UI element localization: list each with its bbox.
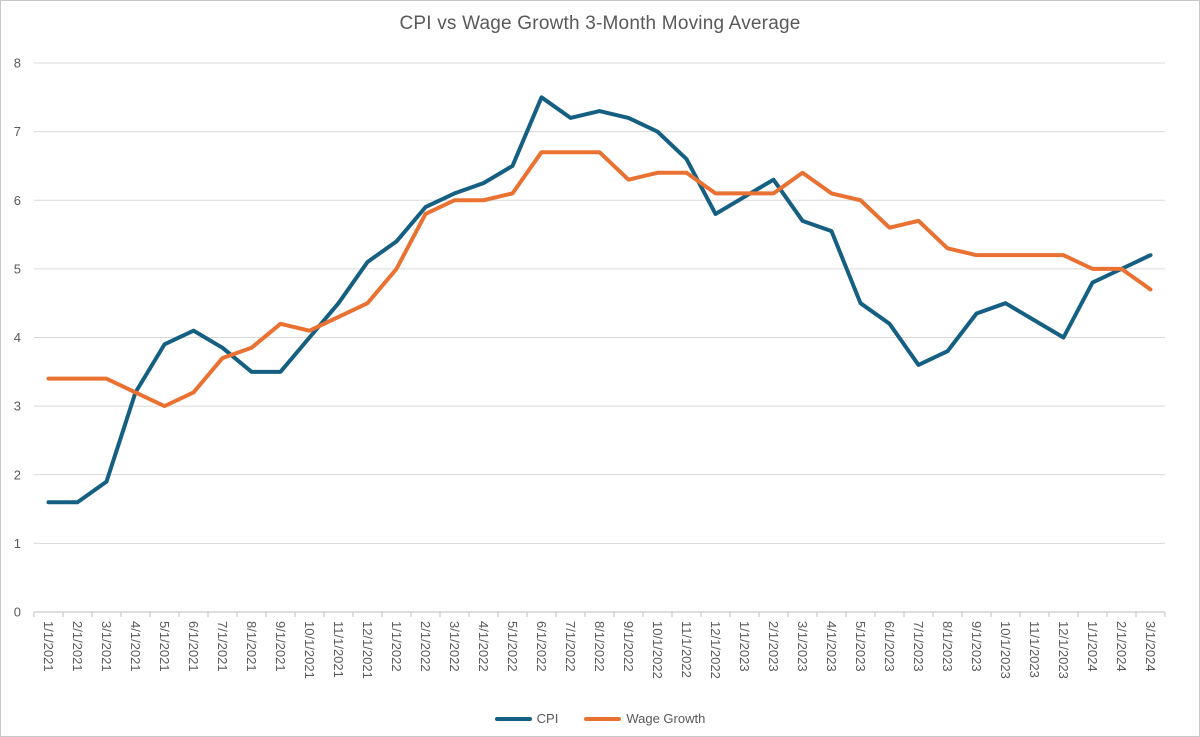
x-tick-label: 5/1/2022 xyxy=(505,621,520,672)
y-tick-label: 5 xyxy=(14,261,21,276)
chart-legend: CPI Wage Growth xyxy=(1,711,1199,726)
y-tick-label: 8 xyxy=(14,56,21,71)
y-tick-label: 1 xyxy=(14,536,21,551)
y-tick-label: 7 xyxy=(14,124,21,139)
cpi-line xyxy=(46,95,1153,505)
legend-label: CPI xyxy=(536,711,559,726)
wage-growth-line xyxy=(46,150,1153,409)
x-tick-label: 9/1/2021 xyxy=(273,621,288,672)
x-tick-label: 7/1/2022 xyxy=(563,621,578,672)
x-tick-label: 3/1/2023 xyxy=(795,621,810,672)
y-tick-label: 4 xyxy=(14,330,21,345)
chart-canvas: 0 1 2 3 4 5 6 7 8 1/1/2021 2/1/2021 3/1/2021 4/1/202… xyxy=(14,56,1166,679)
x-tick-label: 12/1/2021 xyxy=(360,621,375,679)
x-tick-label: 10/1/2021 xyxy=(302,621,317,679)
x-tick-label: 6/1/2021 xyxy=(186,621,201,672)
x-tick-label: 4/1/2022 xyxy=(476,621,491,672)
x-tick-label: 8/1/2023 xyxy=(940,621,955,672)
x-tick-label: 2/1/2022 xyxy=(418,621,433,672)
legend-label: Wage Growth xyxy=(626,711,706,726)
x-tick-label: 12/1/2022 xyxy=(708,621,723,679)
x-tick-label: 10/1/2022 xyxy=(650,621,665,679)
x-tick-label: 8/1/2021 xyxy=(244,621,259,672)
legend-swatch xyxy=(494,716,532,721)
x-tick-label: 1/1/2024 xyxy=(1085,621,1100,672)
x-tick-label: 3/1/2022 xyxy=(447,621,462,672)
legend-item-cpi: CPI xyxy=(494,711,559,726)
y-tick-label: 3 xyxy=(14,399,21,414)
x-tick-label: 7/1/2021 xyxy=(215,621,230,672)
x-tick-label: 1/1/2021 xyxy=(41,621,56,672)
y-tick-label: 2 xyxy=(14,467,21,482)
y-tick-label: 0 xyxy=(14,605,21,620)
x-tick-label: 11/1/2023 xyxy=(1027,621,1042,678)
x-tick-label: 11/1/2022 xyxy=(679,621,694,678)
x-tick-label: 11/1/2021 xyxy=(331,621,346,678)
x-tick-label: 5/1/2021 xyxy=(157,621,172,672)
x-tick-label: 1/1/2022 xyxy=(389,621,404,672)
x-tick-label: 4/1/2021 xyxy=(128,621,143,672)
x-tick-label: 2/1/2023 xyxy=(766,621,781,672)
x-tick-label: 2/1/2021 xyxy=(70,621,85,672)
legend-swatch xyxy=(584,716,622,721)
x-tick-label: 12/1/2023 xyxy=(1056,621,1071,679)
x-tick-label: 9/1/2023 xyxy=(969,621,984,672)
x-tick-label: 4/1/2023 xyxy=(824,621,839,672)
x-tick-label: 9/1/2022 xyxy=(621,621,636,672)
chart-title: CPI vs Wage Growth 3-Month Moving Averag… xyxy=(399,13,801,34)
x-tick-label: 10/1/2023 xyxy=(998,621,1013,679)
x-tick-label: 6/1/2023 xyxy=(882,621,897,672)
x-tick-label: 7/1/2023 xyxy=(911,621,926,672)
legend-item-wage-growth: Wage Growth xyxy=(584,711,705,726)
y-tick-label: 6 xyxy=(14,193,21,208)
x-tick-label: 8/1/2022 xyxy=(592,621,607,672)
x-tick-label: 1/1/2023 xyxy=(737,621,752,672)
x-tick-label: 3/1/2021 xyxy=(99,621,114,672)
x-tick-label: 5/1/2023 xyxy=(853,621,868,672)
x-tick-label: 6/1/2022 xyxy=(534,621,549,672)
x-tick-label: 2/1/2024 xyxy=(1114,621,1129,672)
x-tick-label: 3/1/2024 xyxy=(1143,621,1158,672)
